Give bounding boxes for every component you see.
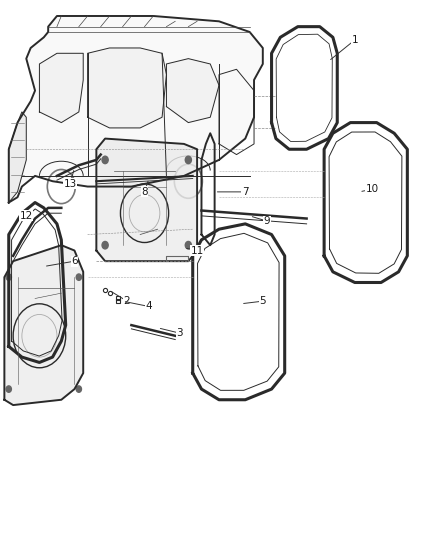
Polygon shape bbox=[9, 112, 26, 203]
Text: 7: 7 bbox=[242, 187, 249, 197]
Text: 5: 5 bbox=[259, 296, 266, 306]
Text: 6: 6 bbox=[71, 256, 78, 266]
Text: 1: 1 bbox=[351, 35, 358, 45]
Circle shape bbox=[185, 156, 191, 164]
Circle shape bbox=[102, 156, 108, 164]
Circle shape bbox=[76, 386, 81, 392]
Text: 10: 10 bbox=[366, 184, 379, 194]
Polygon shape bbox=[96, 139, 197, 261]
Text: 11: 11 bbox=[191, 246, 204, 255]
Polygon shape bbox=[166, 59, 219, 123]
Text: 12: 12 bbox=[20, 211, 33, 221]
Text: 13: 13 bbox=[64, 179, 77, 189]
Text: 9: 9 bbox=[264, 216, 271, 226]
Text: 3: 3 bbox=[176, 328, 183, 338]
Circle shape bbox=[102, 241, 108, 249]
Polygon shape bbox=[39, 53, 83, 123]
Circle shape bbox=[6, 386, 11, 392]
Text: 8: 8 bbox=[141, 187, 148, 197]
Circle shape bbox=[185, 241, 191, 249]
Text: 2: 2 bbox=[124, 296, 131, 306]
Circle shape bbox=[6, 274, 11, 280]
Polygon shape bbox=[4, 245, 83, 405]
Text: 4: 4 bbox=[145, 302, 152, 311]
Polygon shape bbox=[88, 48, 166, 128]
Circle shape bbox=[76, 274, 81, 280]
Polygon shape bbox=[9, 16, 263, 203]
